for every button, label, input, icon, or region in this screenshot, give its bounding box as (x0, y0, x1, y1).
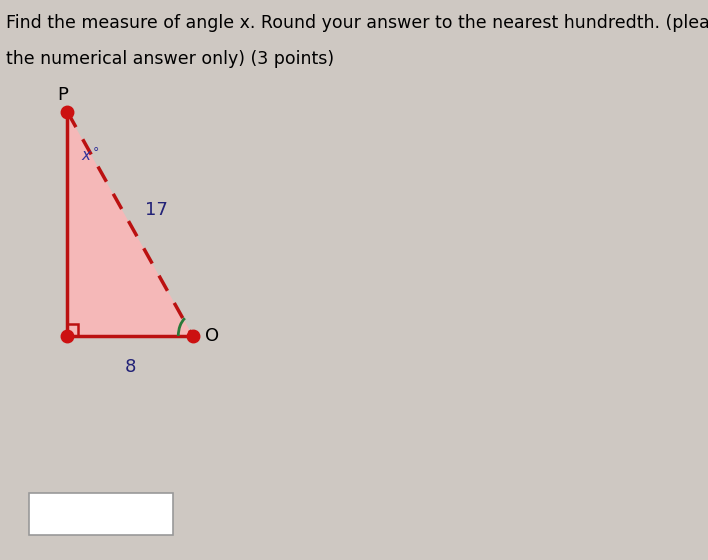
Text: 17: 17 (145, 201, 168, 219)
Polygon shape (67, 112, 193, 336)
Text: P: P (57, 86, 68, 104)
Text: the numerical answer only) (3 points): the numerical answer only) (3 points) (6, 50, 334, 68)
Text: Find the measure of angle x. Round your answer to the nearest hundredth. (please: Find the measure of angle x. Round your … (6, 14, 708, 32)
Text: °: ° (93, 146, 99, 158)
Bar (29, 493, 173, 535)
Text: x: x (81, 148, 90, 164)
Text: O: O (205, 327, 219, 345)
Text: 8: 8 (125, 358, 136, 376)
Bar (67, 324, 78, 336)
